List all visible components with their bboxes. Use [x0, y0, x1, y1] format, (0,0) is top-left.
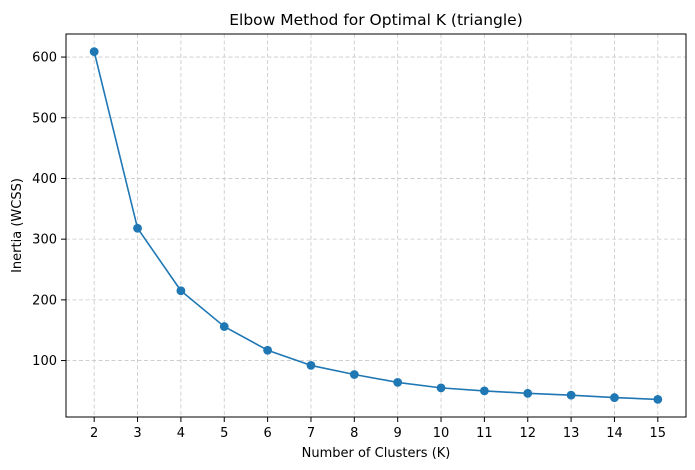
- data-point: [653, 394, 663, 404]
- x-tick-label: 5: [220, 426, 228, 441]
- data-point: [349, 370, 359, 379]
- series-layer: [89, 47, 663, 404]
- grid-layer: [66, 34, 686, 417]
- data-point: [610, 393, 619, 402]
- data-point: [393, 378, 403, 387]
- x-tick-label: 12: [519, 426, 536, 441]
- x-tick-label: 8: [350, 426, 358, 441]
- chart-title: Elbow Method for Optimal K (triangle): [229, 11, 523, 29]
- x-tick-label: 9: [394, 426, 402, 441]
- y-axis-title: Inertia (WCSS): [10, 178, 25, 273]
- data-point: [306, 361, 316, 370]
- x-tick-label: 11: [476, 426, 493, 441]
- x-tick-label: 14: [606, 426, 623, 441]
- y-tick-label: 600: [32, 51, 57, 66]
- x-tick-label: 10: [433, 426, 450, 441]
- data-point: [89, 47, 99, 57]
- x-tick-label: 7: [307, 426, 315, 441]
- x-tick-label: 4: [177, 426, 185, 441]
- data-point: [176, 286, 186, 296]
- data-point: [133, 223, 142, 233]
- series-line: [93, 51, 658, 401]
- y-tick-label: 400: [32, 172, 57, 187]
- data-point: [436, 383, 446, 393]
- data-point: [219, 322, 229, 331]
- y-tick-label: 100: [32, 354, 57, 369]
- x-tick-label: 3: [133, 426, 141, 441]
- x-tick-label: 15: [650, 426, 667, 441]
- x-tick-label: 2: [90, 426, 98, 441]
- y-tick-label: 500: [32, 111, 57, 126]
- x-tick-label: 13: [563, 426, 580, 441]
- x-tick-label: 6: [263, 426, 271, 441]
- data-point: [263, 345, 273, 355]
- x-axis-title: Number of Clusters (K): [302, 446, 451, 461]
- y-tick-label: 200: [32, 293, 57, 308]
- y-tick-label: 300: [32, 233, 57, 248]
- data-point: [479, 386, 489, 396]
- data-point: [566, 390, 576, 400]
- ticks-layer: 2 3 4 5 6 7 8 9 10 11 12 13 14 15 100 200 300 400 500 600: [32, 51, 666, 441]
- data-point: [523, 388, 533, 398]
- plot-area-frame: [65, 33, 687, 418]
